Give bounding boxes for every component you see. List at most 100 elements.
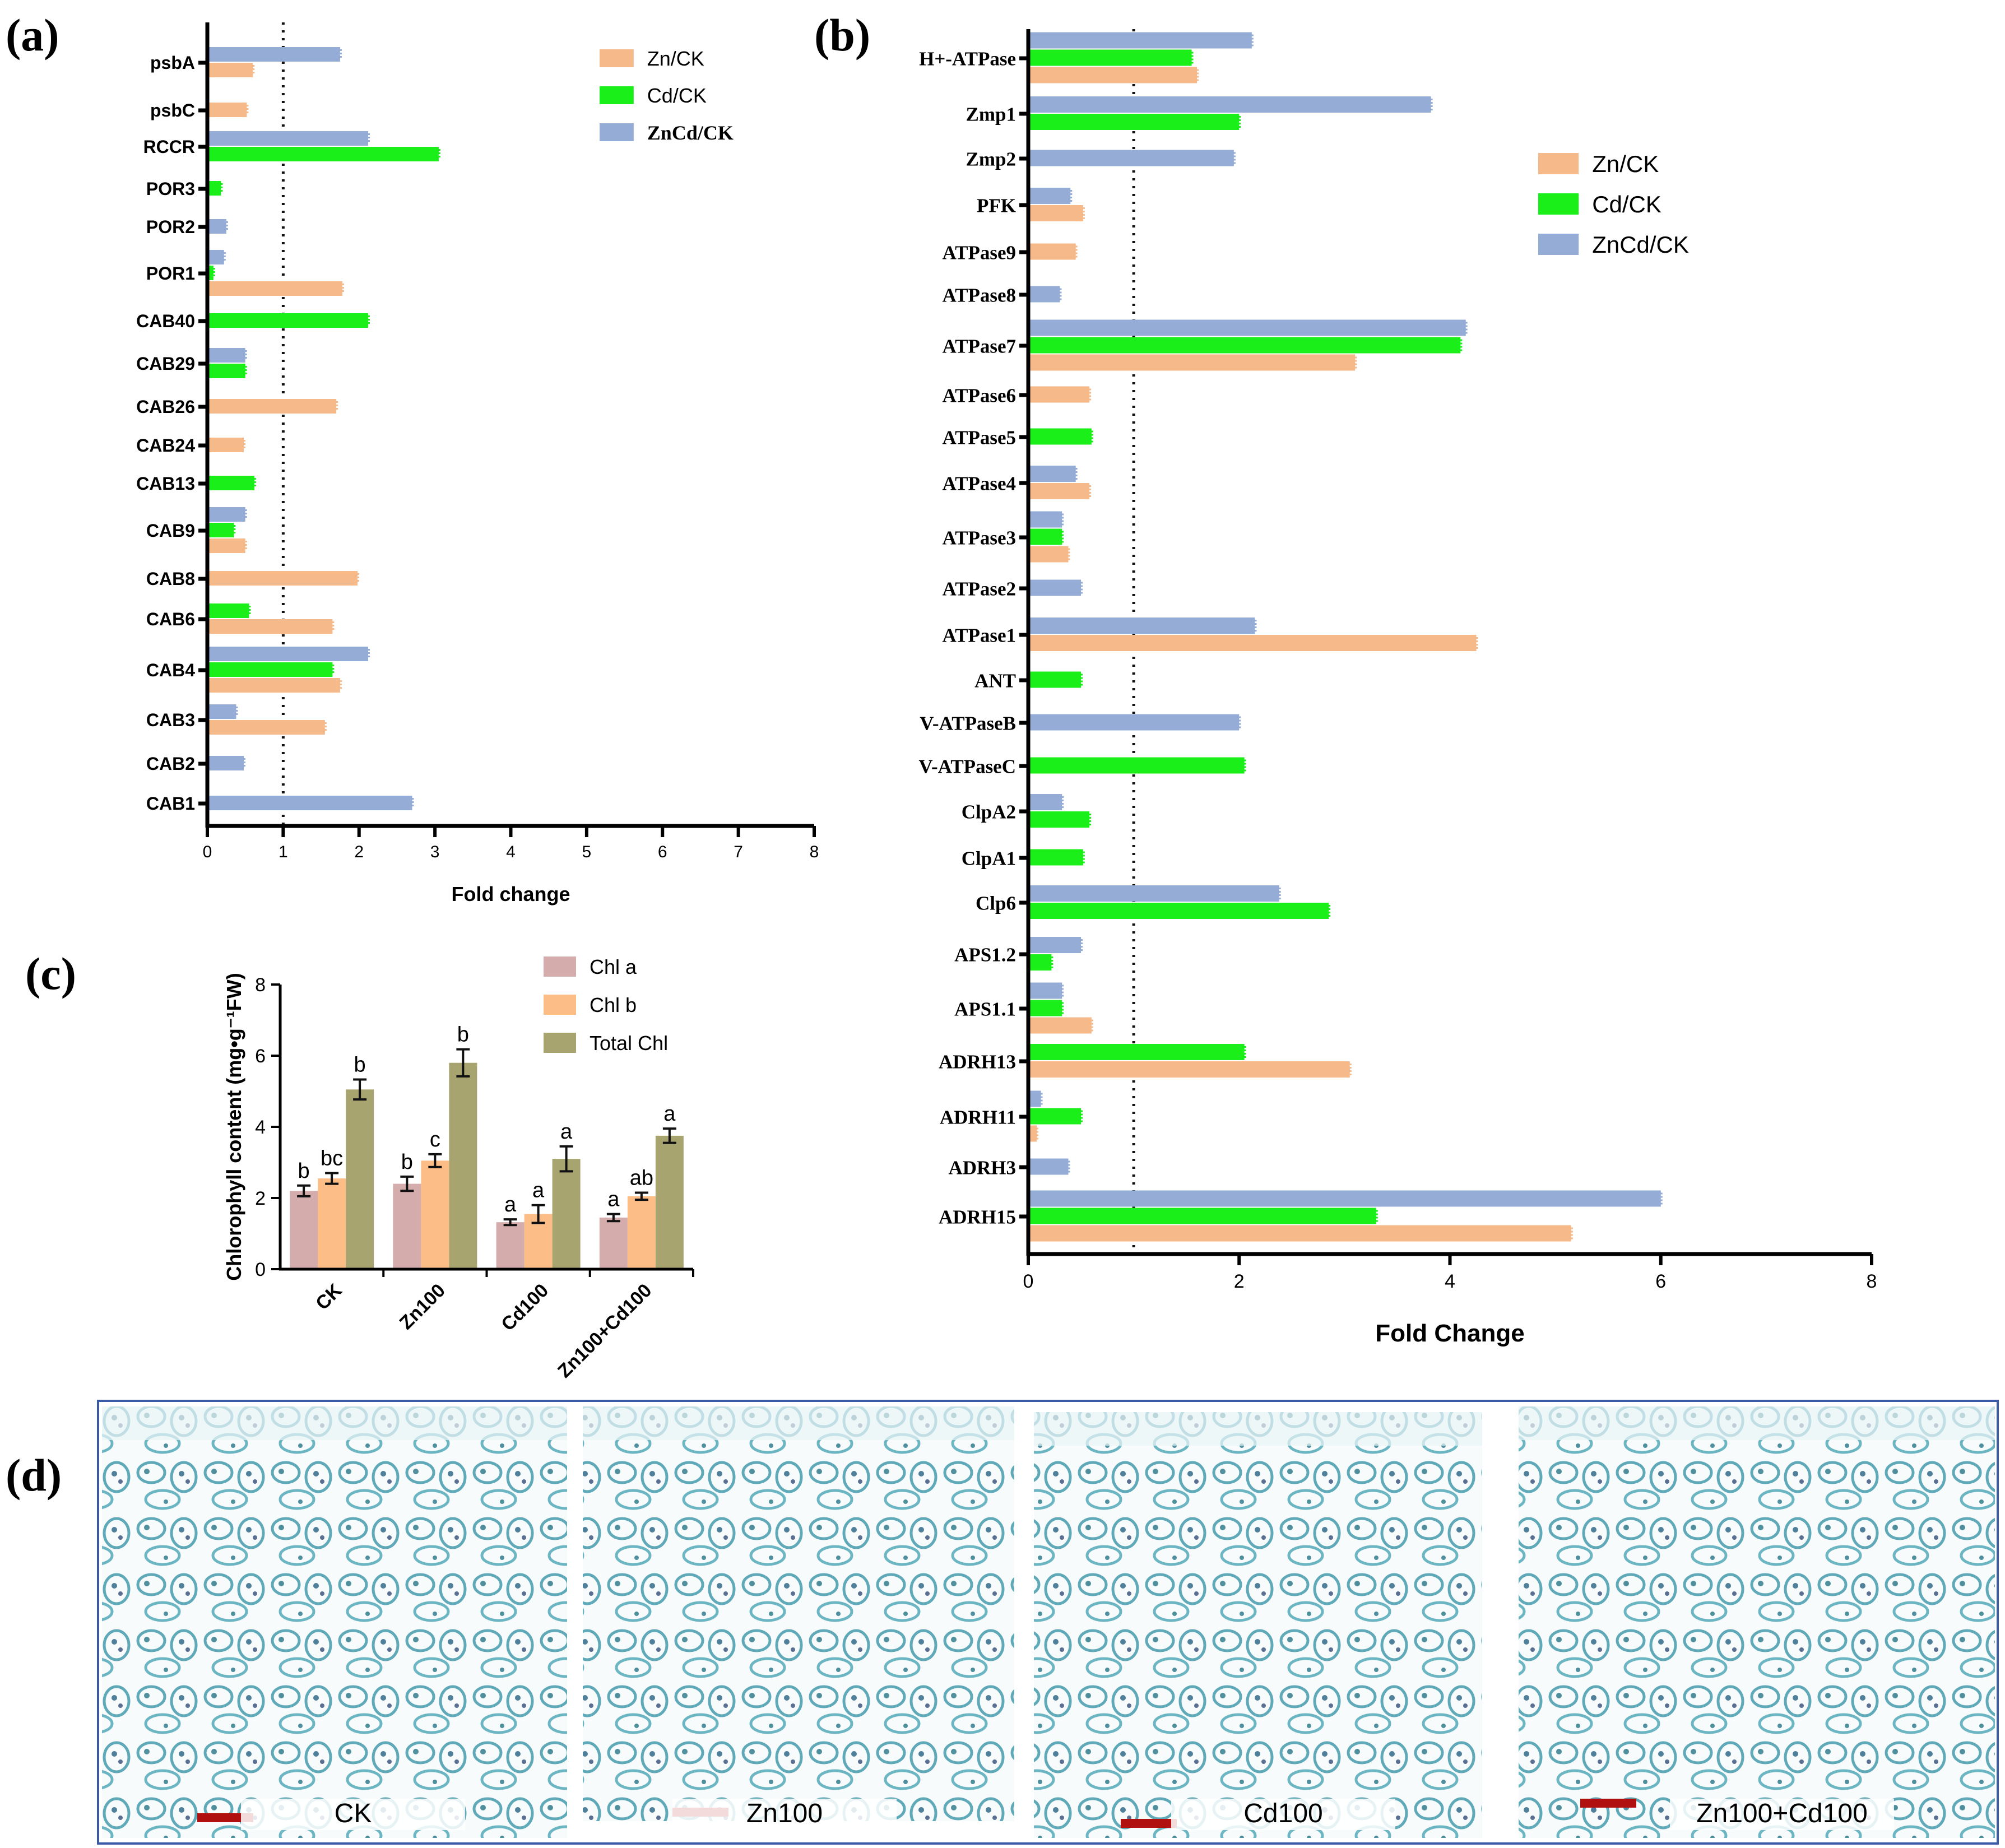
bar-zncd-ck-atpase3: [1028, 511, 1062, 528]
category-label: H+-ATPase: [919, 48, 1016, 69]
bar-zncd-ck-cab9: [207, 507, 245, 522]
bar-zn-ck-cab4: [207, 678, 340, 693]
bar-zn-ck-cab26: [207, 399, 337, 414]
legend-swatch: [1538, 153, 1579, 174]
category-label: ATPase2: [942, 578, 1016, 600]
bar-zncd-ck-por2: [207, 219, 226, 234]
legend-label: Cd/CK: [1592, 191, 1661, 217]
panel-a: (a)psbApsbCRCCRPOR3POR2POR1CAB40CAB29CAB…: [6, 10, 819, 906]
epidermis-band: [1519, 1406, 1995, 1440]
category-label: CAB9: [146, 521, 195, 541]
panel-b: (b) H+-ATPase Zmp1 Zmp2 PFK ATPase9 ATPase8 ATP…: [814, 10, 1877, 1347]
bar-cd-ck-zmp1: [1028, 114, 1240, 130]
bar-zncd-ck-pfk: [1028, 188, 1071, 204]
bar-cd-ck-atpase7: [1028, 337, 1461, 354]
significance-letter: b: [401, 1150, 413, 1174]
significance-letter: b: [457, 1023, 469, 1047]
caption-backdrop: [1670, 1799, 1894, 1830]
bar-cd-ck-ant: [1028, 671, 1082, 688]
bar-cd-ck-cab29: [207, 364, 245, 378]
category-label: ATPase4: [942, 472, 1016, 494]
bar-zncd-ck-atpase8: [1028, 286, 1060, 303]
x-tick-label: 1: [279, 843, 288, 861]
significance-letter: a: [607, 1188, 620, 1211]
bar-zn-ck-atpase7: [1028, 354, 1356, 371]
category-label: APS1.2: [954, 944, 1016, 965]
x-tick-label: 2: [354, 843, 364, 861]
significance-letter: a: [560, 1120, 573, 1144]
bar-cd-ck-rccr: [207, 147, 439, 161]
category-label: CAB3: [146, 710, 195, 730]
category-label: CK: [312, 1279, 346, 1314]
legend-swatch: [1538, 193, 1579, 215]
micrograph: [1519, 1406, 1995, 1838]
bar-zn-ck-cab6: [207, 619, 333, 634]
significance-letter: b: [354, 1053, 366, 1077]
category-label: CAB8: [146, 569, 195, 589]
legend-swatch: [600, 123, 634, 141]
bar-cd-ck-clp6: [1028, 903, 1329, 919]
bar-zn-ck-psbc: [207, 103, 247, 117]
x-tick-label: 8: [1867, 1271, 1877, 1292]
category-label: CAB40: [136, 311, 195, 331]
bar-zncd-ck-atpase7: [1028, 319, 1466, 336]
bar-zncd-ck-por1: [207, 250, 224, 264]
category-label: Clp6: [976, 892, 1016, 914]
x-tick-label: 6: [658, 843, 667, 861]
scale-bar: [197, 1813, 253, 1822]
legend-label: Chl a: [590, 955, 637, 978]
y-axis-title: Chlorophyll content (mg•g⁻¹FW): [222, 973, 245, 1281]
category-label: ADRH13: [939, 1051, 1016, 1072]
micrograph-caption: CK: [335, 1799, 372, 1828]
bar-zn-ck-atpase6: [1028, 386, 1090, 403]
micrograph: [583, 1406, 1014, 1821]
bar-zncd-ck-zmp2: [1028, 150, 1234, 166]
bar-cd-ck-cab40: [207, 313, 368, 328]
bar-chl-a-cd100: [496, 1222, 525, 1269]
bar-cd-ck-adrh11: [1028, 1108, 1082, 1125]
x-tick-label: 0: [1023, 1271, 1034, 1292]
category-label: POR3: [146, 179, 195, 199]
legend-label: Zn/CK: [1592, 151, 1659, 177]
category-label: RCCR: [143, 137, 195, 157]
category-label: PFK: [977, 194, 1016, 216]
category-label: POR2: [146, 217, 195, 237]
category-label: CAB4: [146, 660, 195, 680]
x-tick-label: 6: [1655, 1271, 1666, 1292]
category-label: Zmp2: [966, 148, 1016, 170]
panel-c: (c)bbcbCKbcbZn100aaaCd100aabaZn100+Cd100…: [25, 948, 694, 1382]
significance-letter: c: [430, 1128, 440, 1151]
bar-zncd-ck-h+-atpase: [1028, 32, 1252, 49]
x-axis-title: Fold change: [451, 883, 570, 906]
bar-cd-ck-atpase5: [1028, 428, 1092, 445]
category-label: ATPase8: [942, 284, 1016, 306]
bar-cd-ck-adrh15: [1028, 1208, 1376, 1224]
legend-swatch: [544, 995, 576, 1015]
bar-cd-ck-cab4: [207, 662, 333, 677]
bar-zncd-ck-atpase1: [1028, 617, 1255, 634]
category-label: ClpA2: [962, 801, 1016, 823]
bar-cd-ck-aps1.2: [1028, 954, 1052, 971]
bar-cd-ck-aps1.1: [1028, 1000, 1062, 1016]
bar-cd-ck-clpa1: [1028, 849, 1083, 866]
legend-swatch: [544, 1033, 576, 1053]
bar-total-chl-ck: [346, 1089, 374, 1269]
category-label: psbA: [150, 53, 195, 73]
bar-zn-ck-aps1.1: [1028, 1017, 1092, 1034]
bar-zncd-ck-cab29: [207, 348, 245, 363]
category-label: CAB26: [136, 397, 195, 417]
legend-label: Cd/CK: [647, 84, 707, 107]
significance-letter: b: [298, 1159, 310, 1183]
bar-cd-ck-cab6: [207, 603, 249, 618]
bar-cd-ck-clpa2: [1028, 811, 1090, 828]
bar-zn-ck-atpase4: [1028, 483, 1090, 499]
x-tick-label: 3: [430, 843, 440, 861]
bar-zn-ck-adrh13: [1028, 1061, 1350, 1078]
x-tick-label: 2: [1234, 1271, 1245, 1292]
caption-backdrop: [241, 1799, 465, 1830]
bar-chl-a-ck: [290, 1191, 318, 1269]
bar-zn-ck-pfk: [1028, 205, 1083, 221]
category-label: CAB2: [146, 754, 195, 774]
bar-cd-ck-h+-atpase: [1028, 49, 1192, 66]
